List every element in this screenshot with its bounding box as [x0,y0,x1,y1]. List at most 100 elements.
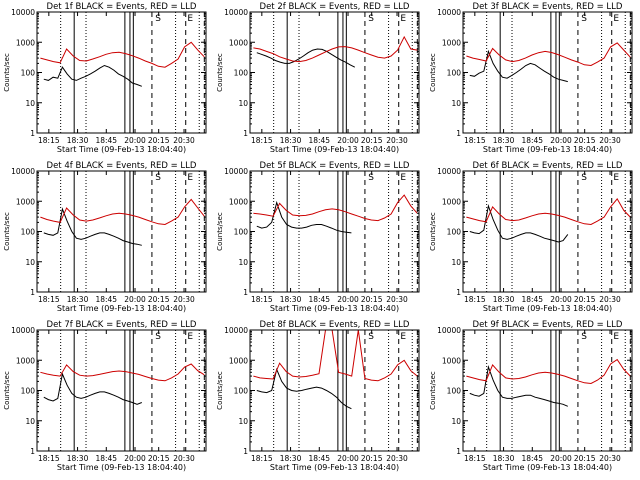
interval-marker-label: E [613,332,619,342]
x-axis-label: Start Time (09-Feb-13 18:04:40) [270,145,399,154]
y-tick-label: 1000 [16,38,35,47]
x-tick-label: 18:15 [38,295,60,304]
interval-marker-label: E [187,332,193,342]
series-line-events [256,367,352,410]
x-tick-label: 18:45 [95,454,117,463]
x-axis-label: Start Time (09-Feb-13 18:04:40) [57,145,186,154]
y-tick-label: 100 [447,228,462,237]
interval-marker-label: S [581,332,587,342]
x-tick-label: 18:15 [464,136,486,145]
series-line-events [469,49,568,83]
y-tick-label: 1000 [442,356,461,365]
series-line-events [256,48,356,68]
x-tick-label: 18:15 [38,454,60,463]
interval-marker-label: E [613,14,619,24]
x-axis-label: Start Time (09-Feb-13 18:04:40) [483,463,612,472]
interval-marker-label: S [155,332,161,342]
y-tick-label: 1 [30,288,35,297]
y-tick-label: 10 [25,258,35,267]
y-tick-label: 10 [451,258,461,267]
interval-marker-label: E [400,14,406,24]
plot-frame [462,329,633,452]
x-tick-label: 18:45 [521,454,543,463]
y-tick-label: 1 [243,129,248,138]
y-tick-label: 100 [234,228,249,237]
interval-marker-label: S [581,14,587,24]
x-tick-label: 18:45 [95,295,117,304]
y-tick-label: 1000 [229,197,248,206]
x-tick-label: 18:15 [251,454,273,463]
interval-marker-label: S [581,173,587,183]
x-axis-label: Start Time (09-Feb-13 18:04:40) [483,304,612,313]
y-axis-label: Counts/sec [3,371,11,410]
y-axis-label: Counts/sec [429,212,437,251]
y-tick-label: 100 [447,387,462,396]
series-line-lld [253,35,418,63]
y-tick-label: 10000 [437,167,461,176]
y-axis-label: Counts/sec [216,53,224,92]
interval-marker-label: S [368,14,374,24]
y-tick-label: 10000 [437,8,461,17]
y-tick-label: 1 [243,288,248,297]
y-tick-label: 10000 [11,8,35,17]
x-tick-label: 20:15 [148,136,170,145]
series-line-events [469,203,569,243]
plot-title: Det 3f BLACK = Events, RED = LLD [473,2,623,12]
y-tick-label: 10 [25,417,35,426]
x-tick-label: 20:15 [574,295,596,304]
y-tick-label: 1000 [16,197,35,206]
series-line-events [256,200,352,234]
plot-frame [36,329,207,452]
interval-marker-label: S [155,14,161,24]
x-axis-label: Start Time (09-Feb-13 18:04:40) [270,304,399,313]
plot-panel: Det 9f BLACK = Events, RED = LLD S E 1 10 100… [429,320,633,472]
y-tick-label: 10 [238,99,248,108]
plot-frame [462,170,633,293]
x-tick-label: 20:15 [148,295,170,304]
x-tick-label: 18:30 [280,454,302,463]
x-tick-label: 20:30 [173,454,195,463]
plot-frame [249,170,420,293]
y-tick-label: 10 [238,417,248,426]
x-tick-label: 18:45 [95,136,117,145]
plot-panel: Det 7f BLACK = Events, RED = LLD S E 1 10 100… [3,320,207,472]
y-tick-label: 1 [456,447,461,456]
y-tick-label: 100 [21,228,36,237]
x-tick-label: 20:30 [599,295,621,304]
series-line-lld [253,329,418,382]
y-tick-label: 100 [21,387,36,396]
y-tick-label: 1000 [229,356,248,365]
x-tick-label: 20:30 [173,136,195,145]
series-line-events [43,64,142,87]
y-tick-label: 1000 [442,38,461,47]
x-tick-label: 18:30 [493,454,515,463]
x-tick-label: 20:00 [550,454,572,463]
series-line-lld [40,363,205,382]
y-tick-label: 10000 [224,326,248,335]
x-tick-label: 20:30 [386,136,408,145]
plot-panel: Det 8f BLACK = Events, RED = LLD S E 1 10 100… [216,320,420,472]
plot-panel: Det 1f BLACK = Events, RED = LLD S E 1 10 100… [3,2,207,154]
y-tick-label: 1 [30,447,35,456]
x-tick-label: 20:00 [337,295,359,304]
interval-marker-label: S [155,173,161,183]
plot-panel: Det 2f BLACK = Events, RED = LLD S E 1 10 100… [216,2,420,154]
x-axis-label: Start Time (09-Feb-13 18:04:40) [483,145,612,154]
series-line-events [43,207,142,246]
y-tick-label: 10 [25,99,35,108]
y-axis-label: Counts/sec [216,371,224,410]
series-line-lld [466,42,631,67]
x-tick-label: 20:00 [550,136,572,145]
y-tick-label: 1 [456,288,461,297]
x-tick-label: 18:45 [308,295,330,304]
x-tick-label: 18:45 [521,295,543,304]
x-tick-label: 18:15 [251,295,273,304]
x-tick-label: 18:45 [308,454,330,463]
y-tick-label: 10 [451,417,461,426]
y-axis-label: Counts/sec [3,212,11,251]
plot-title: Det 6f BLACK = Events, RED = LLD [473,161,623,171]
y-tick-label: 1 [456,129,461,138]
plot-title: Det 8f BLACK = Events, RED = LLD [260,320,410,330]
series-line-lld [466,198,631,226]
plot-title: Det 9f BLACK = Events, RED = LLD [473,320,623,330]
